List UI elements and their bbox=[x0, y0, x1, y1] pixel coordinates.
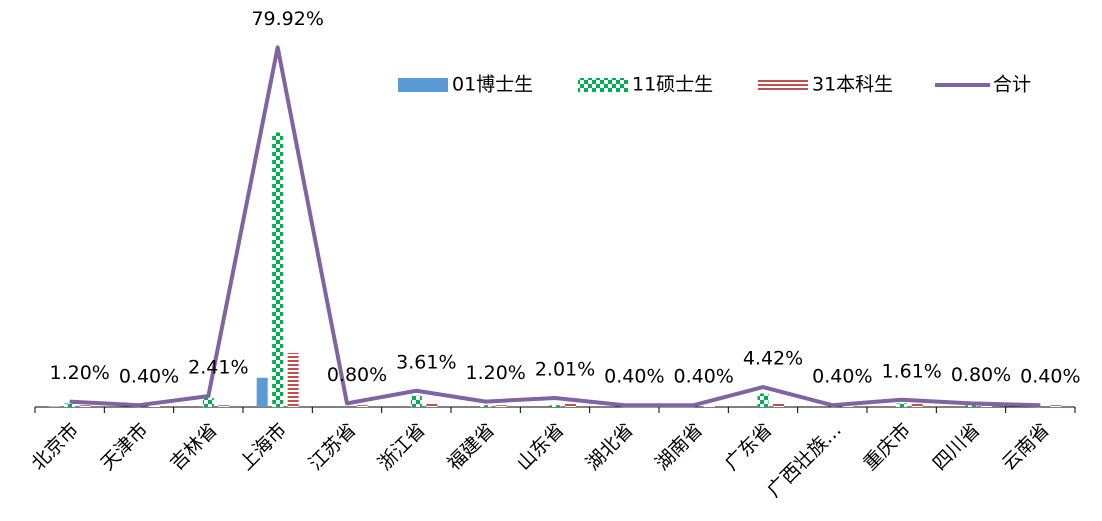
bar bbox=[480, 405, 491, 407]
data-label: 0.40% bbox=[1020, 366, 1080, 388]
x-tick-label: 湖北省 bbox=[582, 419, 638, 475]
data-label: 0.40% bbox=[604, 366, 664, 388]
x-tick-label: 山东省 bbox=[513, 419, 569, 475]
x-tick-label: 广西壮族… bbox=[763, 419, 846, 502]
data-label: 2.41% bbox=[188, 357, 248, 379]
bar bbox=[288, 353, 299, 407]
x-tick-label: 天津市 bbox=[97, 419, 153, 475]
legend-label: 31本科生 bbox=[812, 74, 893, 96]
data-label: 0.80% bbox=[327, 364, 387, 386]
legend-swatch bbox=[758, 78, 808, 92]
x-tick-label: 福建省 bbox=[443, 419, 499, 475]
bar bbox=[758, 394, 769, 408]
legend-label: 01博士生 bbox=[452, 74, 533, 96]
data-label: 1.20% bbox=[465, 362, 525, 384]
data-label: 0.40% bbox=[119, 366, 179, 388]
bar bbox=[272, 133, 283, 408]
bar bbox=[64, 403, 75, 407]
x-tick-label: 四川省 bbox=[929, 419, 985, 475]
bar bbox=[426, 403, 437, 407]
bar bbox=[218, 405, 229, 407]
data-label: 4.42% bbox=[743, 348, 803, 370]
data-label: 2.01% bbox=[535, 358, 595, 380]
bar bbox=[80, 405, 91, 407]
data-label: 0.80% bbox=[951, 364, 1011, 386]
bar bbox=[704, 406, 715, 407]
bar bbox=[912, 403, 923, 407]
x-tick-label: 北京市 bbox=[27, 419, 83, 475]
legend-label: 合计 bbox=[993, 74, 1031, 96]
x-tick-label: 浙江省 bbox=[374, 419, 430, 475]
bar bbox=[550, 405, 561, 407]
x-tick-label: 广东省 bbox=[721, 419, 777, 475]
data-label: 1.20% bbox=[49, 362, 109, 384]
x-tick-label: 上海市 bbox=[235, 419, 291, 475]
data-label: 79.92% bbox=[251, 8, 323, 30]
bar bbox=[257, 378, 268, 407]
bar bbox=[496, 405, 507, 407]
data-label: 0.40% bbox=[812, 366, 872, 388]
data-label: 3.61% bbox=[396, 351, 456, 373]
x-tick-label: 重庆市 bbox=[859, 419, 915, 475]
bar bbox=[149, 406, 160, 407]
legend-swatch bbox=[398, 78, 448, 92]
legend-label: 11硕士生 bbox=[632, 74, 713, 96]
legend-swatch bbox=[578, 78, 628, 92]
line bbox=[70, 47, 1041, 405]
x-tick-label: 吉林省 bbox=[166, 419, 222, 475]
bar bbox=[565, 403, 576, 407]
x-tick-label: 湖南省 bbox=[651, 419, 707, 475]
data-label: 1.61% bbox=[881, 360, 941, 382]
bar bbox=[1050, 405, 1061, 407]
x-tick-label: 江苏省 bbox=[305, 419, 361, 475]
bar bbox=[896, 403, 907, 407]
bar bbox=[773, 403, 784, 408]
bar bbox=[411, 396, 422, 407]
x-tick-label: 云南省 bbox=[998, 419, 1054, 475]
data-label: 0.40% bbox=[673, 366, 733, 388]
bar bbox=[203, 398, 214, 407]
bar bbox=[357, 405, 368, 407]
